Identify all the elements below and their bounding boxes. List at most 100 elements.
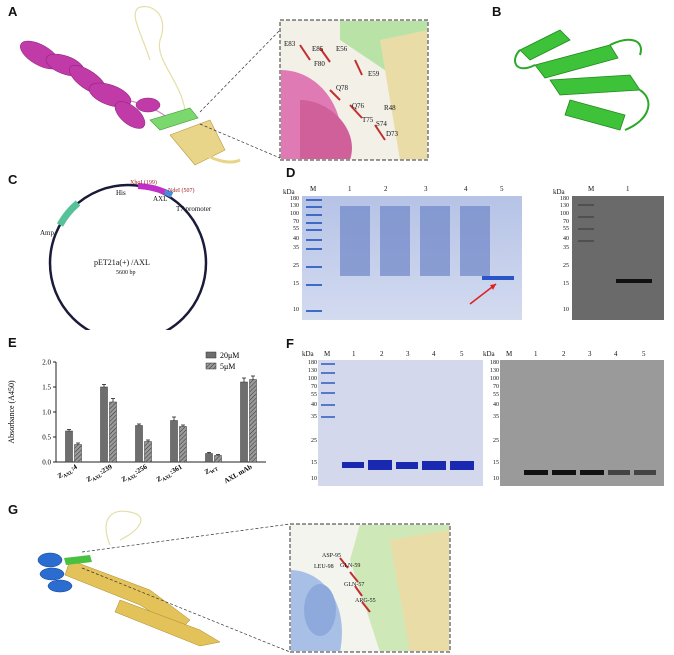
marker-label: 25 [563,263,569,269]
lane-label: 5 [460,350,464,358]
lane-label: 5 [642,350,646,358]
lane-label: M [588,185,595,193]
residue-label: LEU-98 [314,564,334,570]
kda-label: kDa [283,188,295,196]
y-axis-label: Absorbance (A450) [7,380,16,444]
lane-label: 1 [348,185,352,193]
marker-label: 10 [293,307,299,313]
marker-label: 35 [293,245,299,251]
residue-label: Q78 [336,84,349,92]
panel-g-figure [37,510,451,653]
lane-label: 2 [562,350,566,358]
western-blot-f [500,360,664,486]
marker-label: 130 [560,203,569,209]
marker-label: 100 [560,211,569,217]
x-tick-label: ZWT [203,462,220,477]
legend-label: 5μM [220,362,235,371]
marker-label: 70 [293,219,299,225]
y-tick-label: 0.0 [42,459,51,467]
lane-label: 3 [588,350,592,358]
marker-label: 70 [311,384,317,390]
lane-label: M [310,185,317,193]
residue-label: E59 [368,70,380,78]
marker-label: 55 [563,226,569,232]
marker-label: 35 [563,245,569,251]
gel-lane-labels: M 1 2 3 4 5 [300,185,520,195]
panel-e-label: E [8,335,17,350]
bar [109,401,117,463]
absorbance-bar-chart: 0.0 0.5 1.0 1.5 2.0 Absorbance (A450) ZAXL:4 ZA… [7,351,266,486]
panel-b-figure [514,29,650,131]
marker-label: 15 [493,460,499,466]
residue-label: E56 [336,45,348,53]
blot-marker-labels: 180 130 100 70 55 40 35 25 15 10 [550,196,570,318]
marker-label: 70 [563,219,569,225]
panel-c-label: C [8,172,18,187]
kda-label: kDa [553,188,565,196]
y-tick-label: 0.5 [42,434,51,442]
lane-label: 3 [424,185,428,193]
marker-label: 55 [293,226,299,232]
legend-label: 20μM [220,351,239,360]
marker-label: 40 [493,402,499,408]
panel-b-label: B [492,4,502,19]
marker-label: 70 [493,384,499,390]
marker-label: 15 [293,281,299,287]
marker-label: 15 [563,281,569,287]
marker-label: 25 [493,438,499,444]
marker-label: 55 [493,392,499,398]
lane-label: 1 [626,185,630,193]
lane-label: 4 [432,350,436,358]
plasmid-feature-ndei: NdeI (507) [168,188,195,194]
plasmid-feature-xhoi: XhoI (199) [130,180,157,186]
x-tick-label: AXL mAb [223,463,254,485]
marker-label: 10 [563,307,569,313]
marker-label: 15 [311,460,317,466]
marker-label: 100 [308,376,317,382]
bar [74,444,82,463]
residue-label: GLN-59 [340,563,361,569]
marker-label: 35 [493,414,499,420]
bar [179,426,187,463]
plasmid-feature-t7: T7 promoter [176,205,212,213]
lane-label: 2 [380,350,384,358]
western-blot [572,196,664,320]
residue-label: E83 [284,40,296,48]
lane-label: 2 [384,185,388,193]
plasmid-feature-his: His [116,189,126,197]
marker-label: 180 [490,360,499,366]
legend-swatch [205,362,217,370]
blot-marker-labels: 180 130 100 70 55 40 35 25 15 10 [482,360,500,486]
panel-a-figure [20,6,429,166]
panel-f-label: F [286,336,294,351]
marker-label: 130 [308,368,317,374]
lane-label: 5 [500,185,504,193]
gel-marker-labels: 180 130 100 70 55 40 35 25 15 10 [300,360,318,486]
x-tick-label: ZAXL:4 [56,463,80,482]
lane-label: 1 [352,350,356,358]
marker-label: 180 [290,196,299,202]
lane-label: 4 [614,350,618,358]
lane-label: 1 [534,350,538,358]
kda-label: kDa [302,350,314,358]
panel-d-label: D [286,165,296,180]
residue-label: S74 [376,120,387,128]
bar [170,420,178,463]
bar [100,386,108,463]
sds-page-gel [302,196,522,320]
marker-label: 55 [311,392,317,398]
panel-a-label: A [8,4,18,19]
bar [240,381,248,463]
plasmid-size: 5600 bp [116,270,136,276]
plasmid-feature-axl: AXL [153,195,168,203]
kda-label: kDa [483,350,495,358]
marker-label: 180 [560,196,569,202]
bar [144,441,152,463]
y-tick-label: 1.5 [42,384,51,392]
bar [214,455,222,463]
x-tick-label: ZAXL:239 [85,463,115,486]
plasmid-feature-amp: Amp [40,229,54,237]
residue-label: F80 [314,60,325,68]
marker-label: 100 [490,376,499,382]
